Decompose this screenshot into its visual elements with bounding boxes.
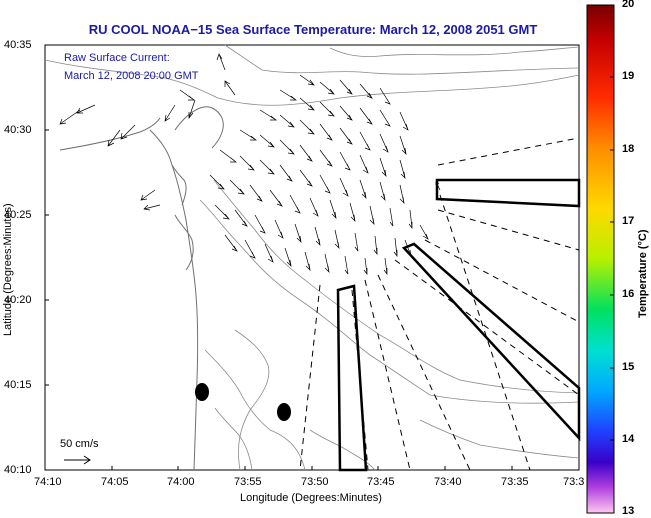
colorbar-tick-label: 16 [622,288,635,300]
x-tick-label: 73:3 [563,476,585,488]
y-tick-label: 40:10 [4,464,32,476]
bathymetry-contours [44,44,580,471]
colorbar [586,4,615,514]
colorbar-tick-label: 17 [622,215,635,227]
current-vectors [59,53,441,276]
colorbar-tick-label: 15 [622,361,635,373]
y-tick-label: 40:25 [4,209,32,221]
colorbar-tick-label: 19 [622,70,635,82]
scale-label: 50 cm/s [60,438,99,450]
y-tick-label: 40:20 [4,294,32,306]
x-tick-label: 74:10 [34,476,62,488]
colorbar-ticks [610,4,614,514]
colorbar-tick-label: 14 [622,433,635,445]
y-tick-label: 40:35 [4,39,32,51]
x-tick-label: 73:45 [367,476,395,488]
colorbar-tick-label: 13 [622,505,635,517]
axis-ticks [44,44,513,471]
scale-arrow [64,455,91,465]
map-title: RU COOL NOAA−15 Sea Surface Temperature:… [88,22,538,37]
x-tick-label: 73:40 [434,476,462,488]
x-tick-label: 73:55 [234,476,262,488]
swath-gap-wedges [336,178,581,472]
x-tick-label: 74:05 [101,476,129,488]
annotation-line1: Raw Surface Current: [64,52,170,64]
y-tick-label: 40:15 [4,379,32,391]
station-marker [195,383,209,401]
x-tick-label: 73:35 [501,476,529,488]
plot-frame [44,44,580,471]
y-tick-label: 40:30 [4,124,32,136]
colorbar-tick-label: 20 [622,0,635,10]
x-axis-title: Longitude (Degrees:Minutes) [240,492,382,504]
x-tick-label: 73:50 [301,476,329,488]
annotation-line2: March 12, 2008 20:00 GMT [64,70,199,82]
y-axis-title: Latitude (Degrees:Minutes) [2,203,14,336]
colorbar-title: Temperature (°C) [637,229,649,318]
colorbar-tick-label: 18 [622,143,635,155]
station-marker [277,403,291,421]
x-tick-label: 74:00 [167,476,195,488]
